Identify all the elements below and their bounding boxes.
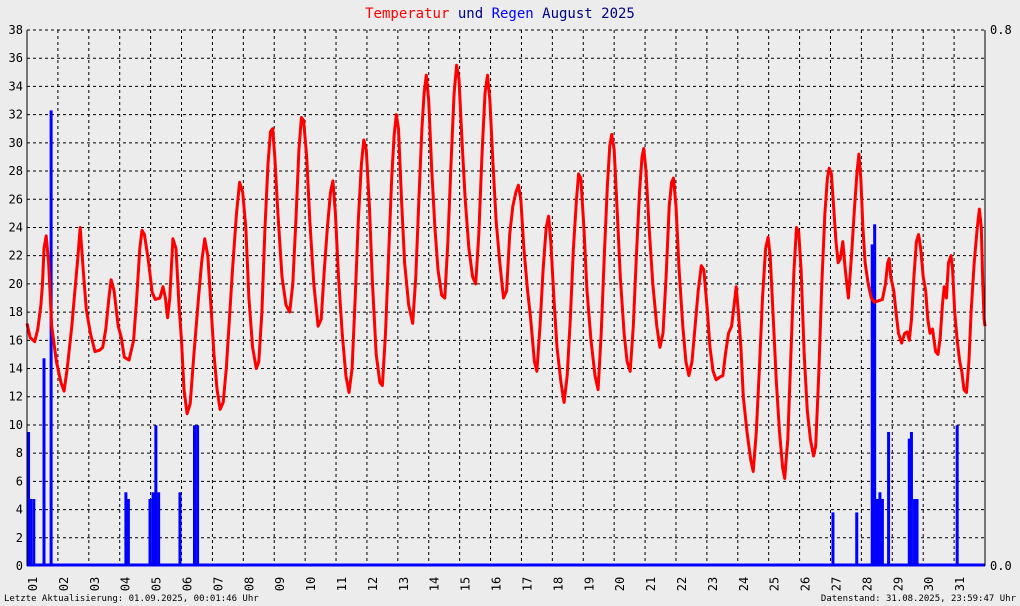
x-tick-label: 04 — [119, 577, 133, 591]
x-tick-label: 02 — [57, 577, 71, 591]
x-tick-label: 29 — [891, 577, 905, 591]
rain-bar — [154, 425, 158, 566]
y-tick-label: 2 — [16, 531, 23, 545]
y-tick-label: 4 — [16, 503, 23, 517]
rain-bar — [157, 492, 161, 566]
x-tick-label: 09 — [273, 577, 287, 591]
rain-bar — [196, 425, 200, 566]
x-tick-label: 11 — [335, 577, 349, 591]
temperature-series — [25, 63, 987, 480]
y-tick-label: 8 — [16, 446, 23, 460]
y-tick-label: 38 — [9, 23, 23, 37]
y-tick-label: 6 — [16, 474, 23, 488]
y-tick-label: 10 — [9, 418, 23, 432]
x-tick-label: 15 — [459, 577, 473, 591]
rain-bar — [880, 499, 884, 566]
rain-bar — [909, 432, 913, 566]
y-tick-label: 34 — [9, 79, 23, 93]
x-tick-label: 24 — [737, 577, 751, 591]
x-tick-label: 14 — [428, 577, 442, 591]
x-tick-label: 21 — [644, 577, 658, 591]
x-tick-label: 13 — [397, 577, 411, 591]
y-tick-label: 36 — [9, 51, 23, 65]
x-tick-label: 05 — [150, 577, 164, 591]
rain-bar — [49, 110, 53, 567]
x-tick-label: 30 — [922, 577, 936, 591]
x-tick-label: 20 — [613, 577, 627, 591]
rain-series — [27, 110, 985, 567]
rain-bar — [178, 492, 182, 566]
y-tick-label: 14 — [9, 362, 23, 376]
x-tick-label: 28 — [860, 577, 874, 591]
footer-last-update: Letzte Aktualisierung: 01.09.2025, 00:01… — [4, 594, 259, 604]
rain-bar — [192, 425, 196, 566]
x-tick-label: 18 — [551, 577, 565, 591]
rain-bar — [32, 499, 36, 566]
rain-bar — [907, 438, 911, 566]
rain-bar — [148, 499, 152, 566]
rain-bar — [873, 224, 877, 567]
title-month: August 2025 — [534, 6, 635, 22]
x-tick-label: 19 — [582, 577, 596, 591]
rain-bar — [42, 358, 46, 566]
x-tick-label: 01 — [26, 577, 40, 591]
x-tick-label: 31 — [953, 577, 967, 591]
y-tick-label: 24 — [9, 220, 23, 234]
y-right-tick-label: 0.8 — [990, 23, 1012, 37]
rain-bar — [870, 244, 874, 566]
y-tick-label: 12 — [9, 390, 23, 404]
grid — [27, 29, 985, 566]
y-tick-label: 30 — [9, 136, 23, 150]
title-and: und — [449, 6, 491, 22]
chart-title: Temperatur und Regen August 2025 — [365, 6, 635, 22]
x-tick-label: 23 — [706, 577, 720, 591]
x-tick-label: 12 — [366, 577, 380, 591]
y-tick-label: 28 — [9, 164, 23, 178]
y-tick-label: 0 — [16, 559, 23, 573]
rain-bar — [29, 499, 33, 566]
x-tick-label: 07 — [211, 577, 225, 591]
rain-bar — [875, 499, 879, 566]
rain-bar — [126, 499, 130, 566]
y-tick-label: 20 — [9, 277, 23, 291]
rain-bar — [27, 432, 31, 566]
y-tick-label: 18 — [9, 305, 23, 319]
x-tick-label: 10 — [304, 577, 318, 591]
rain-bar — [955, 425, 959, 566]
rain-bar — [831, 512, 835, 566]
x-tick-label: 17 — [520, 577, 534, 591]
rain-bar — [124, 492, 128, 566]
rain-bar — [913, 499, 917, 566]
rain-bar — [878, 492, 882, 566]
x-tick-label: 25 — [768, 577, 782, 591]
rain-bar — [151, 492, 155, 566]
y-tick-label: 22 — [9, 249, 23, 263]
x-tick-label: 16 — [490, 577, 504, 591]
x-tick-label: 06 — [181, 577, 195, 591]
y-tick-label: 16 — [9, 333, 23, 347]
x-tick-label: 26 — [799, 577, 813, 591]
rain-bar — [915, 499, 919, 566]
footer-data-status: Datenstand: 31.08.2025, 23:59:47 Uhr — [821, 594, 1017, 604]
title-rain: Regen — [492, 6, 534, 22]
x-tick-label: 03 — [88, 577, 102, 591]
y-tick-label: 32 — [9, 108, 23, 122]
y-tick-label: 26 — [9, 192, 23, 206]
x-tick-label: 22 — [675, 577, 689, 591]
temperature-line — [25, 63, 987, 480]
rain-bar — [887, 432, 891, 566]
y-right-tick-label: 0.0 — [990, 559, 1012, 573]
x-tick-label: 27 — [829, 577, 843, 591]
rain-bar — [855, 512, 859, 566]
x-tick-label: 08 — [242, 577, 256, 591]
title-temperature: Temperatur — [365, 6, 449, 22]
